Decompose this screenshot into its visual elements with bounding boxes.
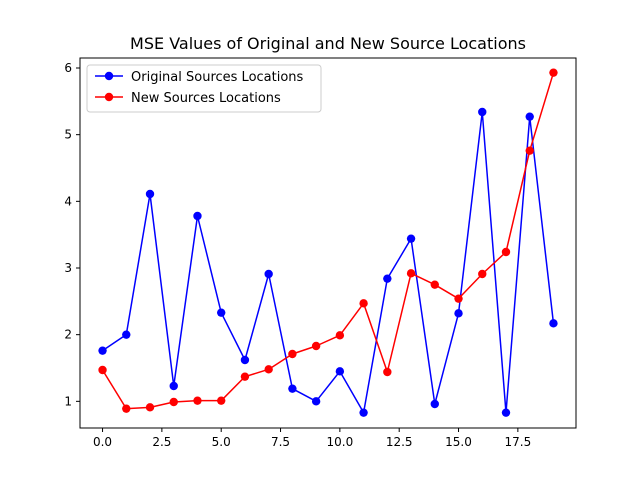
x-tick-label: 17.5: [504, 435, 531, 449]
data-point: [122, 404, 131, 413]
data-point: [288, 384, 297, 393]
data-point: [430, 399, 439, 409]
y-tick-label: 1: [64, 394, 72, 408]
data-point: [145, 189, 155, 199]
axis-ticks: 0.0 2.5 5.0 7.5 10.0 12.5 15.0 17.5 1 2 3 4 5 6: [64, 61, 531, 449]
chart-title: MSE Values of Original and New Source Lo…: [130, 34, 526, 53]
x-tick-label: 15.0: [445, 435, 472, 449]
data-point: [264, 365, 273, 374]
data-point: [240, 355, 250, 365]
plot-area: [80, 58, 576, 428]
data-point: [478, 269, 487, 279]
legend-label: New Sources Locations: [131, 91, 281, 106]
series-new: [98, 68, 558, 413]
data-point: [217, 396, 226, 405]
y-tick-label: 6: [64, 61, 72, 75]
data-point: [359, 408, 368, 417]
series-line: [102, 111, 555, 414]
series-original: [98, 107, 558, 417]
data-point: [406, 234, 416, 243]
x-tick-label: 10.0: [327, 435, 354, 449]
data-point: [478, 107, 487, 117]
legend-marker: [104, 71, 114, 81]
data-point: [193, 396, 202, 405]
y-tick-label: 3: [64, 261, 72, 275]
data-point: [311, 397, 321, 406]
y-tick-label: 2: [64, 328, 72, 342]
data-point: [122, 330, 131, 339]
data-point: [169, 381, 178, 391]
data-point: [288, 349, 297, 359]
data-point: [501, 408, 511, 417]
data-point: [264, 269, 273, 279]
legend-marker: [104, 92, 114, 102]
legend-item: New Sources Locations: [95, 91, 281, 106]
data-point: [454, 309, 463, 318]
data-point: [311, 341, 321, 351]
data-point: [430, 280, 439, 289]
x-tick-label: 12.5: [386, 435, 413, 449]
legend: Original Sources Locations New Sources Lo…: [86, 64, 322, 113]
data-point: [98, 346, 107, 355]
data-point: [335, 331, 345, 340]
data-point: [549, 319, 558, 328]
x-tick-label: 7.5: [271, 435, 290, 449]
data-point: [169, 397, 178, 407]
data-point: [240, 372, 250, 381]
y-tick-label: 5: [64, 128, 72, 142]
x-tick-label: 0.0: [93, 435, 112, 449]
data-point: [525, 112, 534, 121]
data-point: [335, 367, 345, 376]
data-point: [98, 365, 107, 375]
data-point: [406, 269, 416, 278]
x-tick-label: 2.5: [152, 435, 171, 449]
data-point: [383, 367, 392, 377]
data-point: [193, 211, 202, 221]
data-point: [359, 299, 368, 308]
plot-frame: [79, 57, 577, 429]
data-point: [525, 146, 534, 155]
data-point: [501, 247, 511, 257]
series-layer: [98, 68, 558, 417]
legend-item: Original Sources Locations: [95, 70, 304, 85]
data-point: [549, 68, 558, 77]
legend-box: [86, 64, 322, 113]
data-point: [217, 308, 226, 317]
legend-label: Original Sources Locations: [131, 70, 304, 85]
x-tick-label: 5.0: [212, 435, 231, 449]
data-point: [383, 274, 392, 283]
data-point: [454, 294, 463, 303]
data-point: [145, 403, 155, 412]
y-tick-label: 4: [64, 194, 72, 208]
